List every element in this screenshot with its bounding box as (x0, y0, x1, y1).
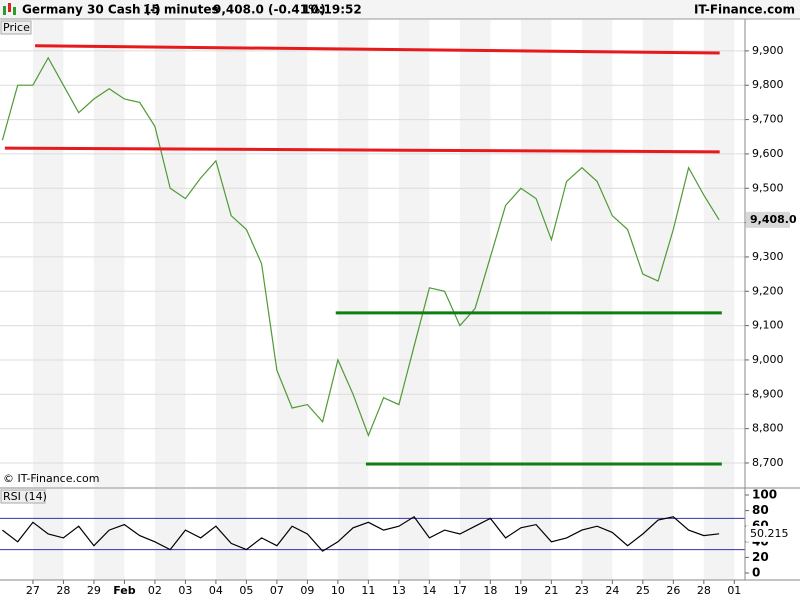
panel-title-box (0, 20, 32, 35)
time: 10:19:52 (302, 3, 362, 17)
x-tick-label: 09 (300, 584, 314, 597)
x-tick-label: 18 (483, 584, 497, 597)
day-band (215, 489, 247, 580)
x-tick-label: 02 (148, 584, 162, 597)
brand: IT-Finance.com (694, 3, 795, 17)
x-tick-label: 14 (422, 584, 436, 597)
x-tick-label: 29 (87, 584, 101, 597)
y-tick-label: 20 (752, 550, 769, 564)
day-band (398, 489, 430, 580)
x-tick-label: 01 (727, 584, 741, 597)
day-band (276, 20, 308, 487)
x-tick-label: 21 (544, 584, 558, 597)
day-band (215, 20, 247, 487)
trend-line (35, 44, 720, 55)
app-icon (3, 3, 16, 15)
x-tick-label: 05 (239, 584, 253, 597)
y-tick-label: 9,000 (752, 353, 784, 366)
y-tick-label: 9,800 (752, 78, 784, 91)
day-band (520, 20, 552, 487)
day-band (642, 489, 674, 580)
x-tick-label: 28 (697, 584, 711, 597)
last-value-label: 9,408.0 (750, 213, 797, 226)
last-value-tag (746, 525, 790, 542)
day-band (154, 20, 186, 487)
last-value-tag (746, 211, 790, 228)
x-tick-label: 26 (666, 584, 680, 597)
watermark: © IT-Finance.com (3, 472, 100, 485)
panel-title: RSI (14) (3, 490, 47, 503)
panel-title-box (0, 489, 46, 504)
day-band (459, 489, 491, 580)
y-tick-label: 80 (752, 503, 769, 517)
x-tick-label: 11 (361, 584, 375, 597)
x-tick-label: Feb (113, 584, 136, 597)
x-tick-label: 04 (209, 584, 223, 597)
rsi-line (2, 515, 720, 552)
day-band (642, 20, 674, 487)
y-tick-label: 9,100 (752, 319, 784, 332)
y-tick-label: 9,200 (752, 284, 784, 297)
day-band (398, 20, 430, 487)
day-band (337, 20, 369, 487)
x-tick-label: 28 (56, 584, 70, 597)
y-tick-label: 9,500 (752, 181, 784, 194)
day-band (581, 20, 613, 487)
x-tick-label: 23 (575, 584, 589, 597)
x-tick-label: 25 (636, 584, 650, 597)
x-tick-label: 19 (514, 584, 528, 597)
y-tick-label: 100 (752, 488, 777, 502)
day-band (32, 20, 64, 487)
price-line (1, 56, 720, 438)
trend-line (4, 146, 720, 154)
day-band (154, 489, 186, 580)
instrument: Germany 30 Cash (-) (22, 3, 161, 17)
x-tick-label: 13 (392, 584, 406, 597)
y-tick-label: 0 (752, 565, 760, 579)
x-tick-label: 17 (453, 584, 467, 597)
day-band (703, 20, 735, 487)
day-band (459, 20, 491, 487)
x-tick-label: 03 (178, 584, 192, 597)
day-band (93, 489, 125, 580)
day-band (520, 489, 552, 580)
y-tick-label: 8,700 (752, 456, 784, 469)
x-tick-label: 10 (331, 584, 345, 597)
plot-layer (0, 20, 745, 580)
header-bar (0, 0, 800, 19)
day-band (276, 489, 308, 580)
interval: 15 minutes (143, 3, 219, 17)
y-tick-label: 8,900 (752, 387, 784, 400)
day-band (581, 489, 613, 580)
last-value-label: 50.215 (750, 527, 789, 540)
y-tick-label: 8,800 (752, 422, 784, 435)
x-tick-label: 07 (270, 584, 284, 597)
y-tick-label: 9,600 (752, 147, 784, 160)
quote: 9,408.0 (-0.41%) (213, 3, 326, 17)
y-tick-label: 9,300 (752, 250, 784, 263)
y-tick-label: 9,900 (752, 44, 784, 57)
day-band (93, 20, 125, 487)
y-tick-label: 9,700 (752, 113, 784, 126)
x-tick-label: 27 (26, 584, 40, 597)
panel-title: Price (3, 21, 30, 34)
x-tick-label: 24 (605, 584, 619, 597)
day-band (337, 489, 369, 580)
